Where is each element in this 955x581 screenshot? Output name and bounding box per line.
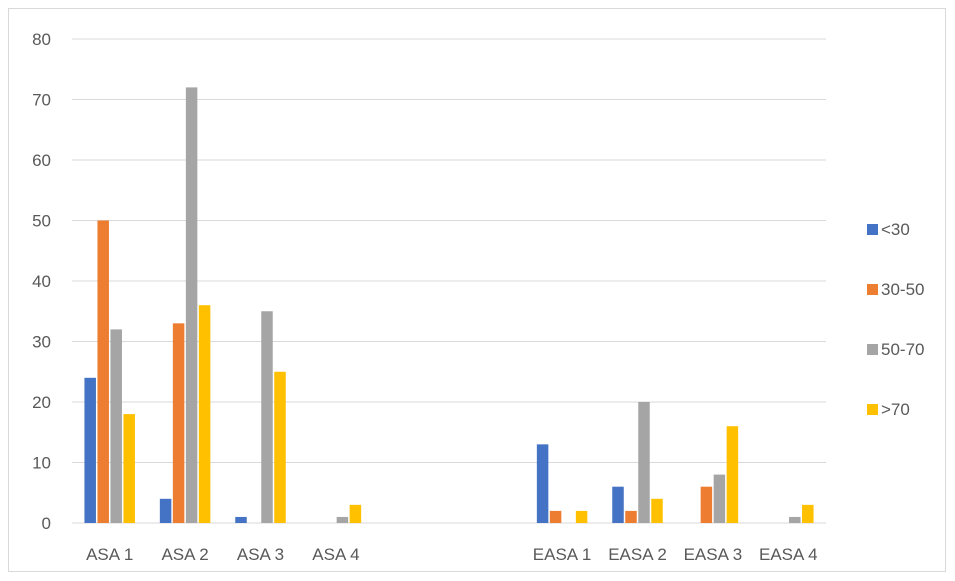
bar-asa-1-1 [97,220,109,523]
y-tick-label: 10 [32,454,51,473]
legend-swatch [867,404,878,415]
legend-label: 30-50 [881,280,924,299]
x-tick-label: EASA 2 [608,545,667,564]
x-tick-label: EASA 1 [533,545,592,564]
bar-easa-4-2 [789,516,801,523]
bar-easa-1-0 [536,444,549,523]
x-tick-label: ASA 4 [312,545,359,564]
y-tick-label: 40 [32,272,51,291]
bar-easa-1-3 [575,510,588,523]
bar-asa-3-3 [274,371,286,523]
bar-easa-2-2 [638,402,650,523]
bar-asa-4-3 [349,504,362,523]
bar-asa-2-3 [198,305,211,523]
x-tick-label: EASA 4 [759,545,818,564]
bar-asa-3-2 [261,311,273,523]
bar-easa-2-3 [651,498,663,523]
bar-easa-1-1 [549,510,562,523]
y-tick-label: 80 [32,30,51,49]
bars [84,87,814,524]
y-tick-label: 50 [32,212,51,231]
x-tick-label: EASA 3 [684,545,743,564]
legend-swatch [867,284,878,295]
gridlines [72,38,826,524]
bar-asa-1-2 [110,329,122,523]
bar-easa-2-0 [612,486,624,523]
legend: <30 30-50 50-70 >70 [867,220,924,419]
bar-asa-1-0 [84,377,96,523]
y-axis-ticks: 0 10 20 30 40 50 60 70 80 [32,30,51,533]
y-tick-label: 0 [42,514,51,533]
bar-asa-2-1 [172,323,185,523]
y-tick-label: 70 [32,91,51,110]
bar-asa-4-2 [336,516,349,523]
x-tick-label: ASA 3 [237,545,284,564]
x-tick-label: ASA 2 [161,545,208,564]
bar-easa-3-1 [700,486,713,523]
y-tick-label: 20 [32,393,51,412]
bar-easa-3-3 [726,426,739,523]
bar-easa-2-1 [625,510,637,523]
legend-label: 50-70 [881,340,924,359]
legend-label: <30 [881,220,910,239]
legend-swatch [867,224,878,235]
legend-label: >70 [881,400,910,419]
bar-asa-1-3 [123,414,135,523]
x-axis-ticks: ASA 1 ASA 2 ASA 3 ASA 4 EASA 1 EASA 2 EASA 3 EA… [86,545,818,564]
bar-asa-3-0 [235,516,247,523]
bar-asa-2-2 [185,87,198,524]
x-tick-label: ASA 1 [86,545,133,564]
y-tick-label: 30 [32,333,51,352]
bar-easa-3-2 [713,474,726,523]
bar-asa-2-0 [159,498,172,523]
bar-chart: 0 10 20 30 40 50 60 70 80 ASA 1 ASA 2 ASA 3 ASA 4 EA… [32,30,924,564]
y-tick-label: 60 [32,151,51,170]
legend-swatch [867,344,878,355]
chart-frame: 0 10 20 30 40 50 60 70 80 ASA 1 ASA 2 ASA 3 ASA 4 EA… [8,8,946,572]
bar-easa-4-3 [802,504,814,523]
